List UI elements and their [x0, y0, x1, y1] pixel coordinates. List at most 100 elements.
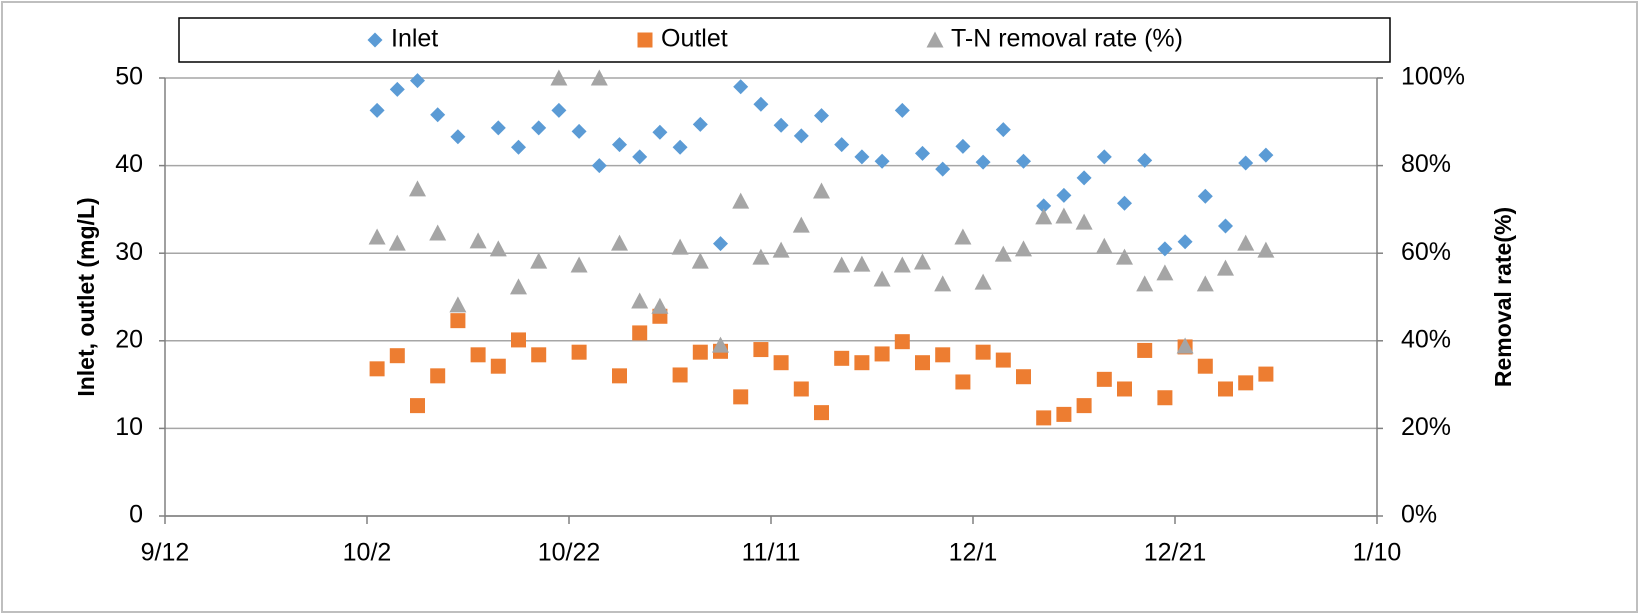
point [1197, 188, 1213, 204]
point [813, 182, 830, 199]
point [1076, 398, 1092, 414]
legend-label: Outlet [661, 25, 728, 53]
point [935, 347, 951, 363]
point [671, 238, 689, 255]
legend-marker [926, 31, 944, 48]
point [692, 344, 708, 360]
y-tick-label: 10 [115, 413, 143, 441]
point [834, 137, 850, 153]
point [550, 69, 568, 86]
x-tick-label: 12/21 [1144, 539, 1207, 567]
point [1056, 187, 1072, 203]
point [733, 79, 749, 95]
point [772, 241, 790, 258]
point [388, 234, 406, 251]
point [631, 292, 649, 309]
point [612, 368, 627, 384]
point [975, 344, 991, 360]
point [894, 334, 910, 350]
point [854, 355, 870, 371]
point [893, 256, 911, 273]
y-tick-label: 20 [115, 325, 143, 353]
point [1218, 218, 1233, 234]
y2-tick-label: 80% [1401, 150, 1451, 178]
y-tick-label: 50 [115, 63, 143, 91]
point [429, 224, 447, 241]
point [1257, 241, 1275, 258]
point [1177, 234, 1193, 250]
x-tick-label: 10/2 [343, 539, 392, 567]
x-tick-label: 1/10 [1353, 539, 1402, 567]
point [389, 81, 405, 97]
point [651, 297, 669, 314]
point [1238, 155, 1254, 171]
y-tick-label: 0 [129, 501, 143, 529]
point [975, 154, 991, 170]
point [652, 124, 668, 140]
point [1217, 259, 1234, 276]
y-tick-label: 30 [115, 238, 143, 266]
point [369, 361, 385, 377]
point [814, 108, 829, 124]
point [1238, 375, 1254, 391]
point [632, 149, 648, 165]
legend-marker [637, 32, 653, 48]
point [915, 355, 930, 371]
point [732, 192, 750, 209]
point [814, 405, 829, 421]
point [833, 256, 851, 273]
point [853, 255, 871, 272]
point [792, 216, 810, 233]
point [409, 180, 426, 197]
point [1015, 240, 1032, 257]
point [570, 256, 588, 273]
point [389, 348, 405, 364]
point [489, 240, 507, 257]
y2-tick-label: 100% [1401, 63, 1465, 91]
point [430, 107, 446, 123]
point [1157, 241, 1173, 257]
point [1095, 237, 1113, 254]
point [410, 73, 425, 89]
point [571, 344, 587, 360]
point [1055, 207, 1073, 224]
point [450, 129, 466, 145]
point [874, 346, 890, 362]
y-tick-label: 40 [115, 150, 143, 178]
point [1117, 381, 1132, 397]
point [1156, 264, 1174, 281]
point [994, 245, 1012, 262]
point [1258, 147, 1274, 163]
point [692, 116, 708, 132]
point [935, 161, 951, 177]
legend-box [178, 17, 1391, 63]
point [1197, 358, 1213, 374]
point [773, 117, 789, 133]
y2-axis-title: Removal rate(%) [1490, 207, 1516, 387]
point [490, 358, 506, 374]
point [995, 352, 1011, 368]
point [531, 347, 547, 363]
point [773, 355, 789, 371]
y2-tick-label: 0% [1401, 501, 1437, 529]
point [955, 138, 971, 154]
legend-marker [367, 32, 383, 48]
point [793, 381, 809, 397]
point [672, 139, 688, 155]
point [1035, 208, 1053, 225]
y2-tick-label: 20% [1401, 413, 1451, 441]
point [490, 120, 506, 136]
point [1056, 406, 1072, 422]
point [1237, 234, 1255, 251]
legend-label: Inlet [391, 25, 438, 53]
point [894, 102, 910, 118]
point [733, 389, 749, 405]
point [672, 367, 688, 383]
point [531, 120, 547, 136]
point [430, 368, 446, 384]
point [591, 158, 607, 174]
point [1096, 371, 1112, 387]
point [691, 252, 709, 269]
